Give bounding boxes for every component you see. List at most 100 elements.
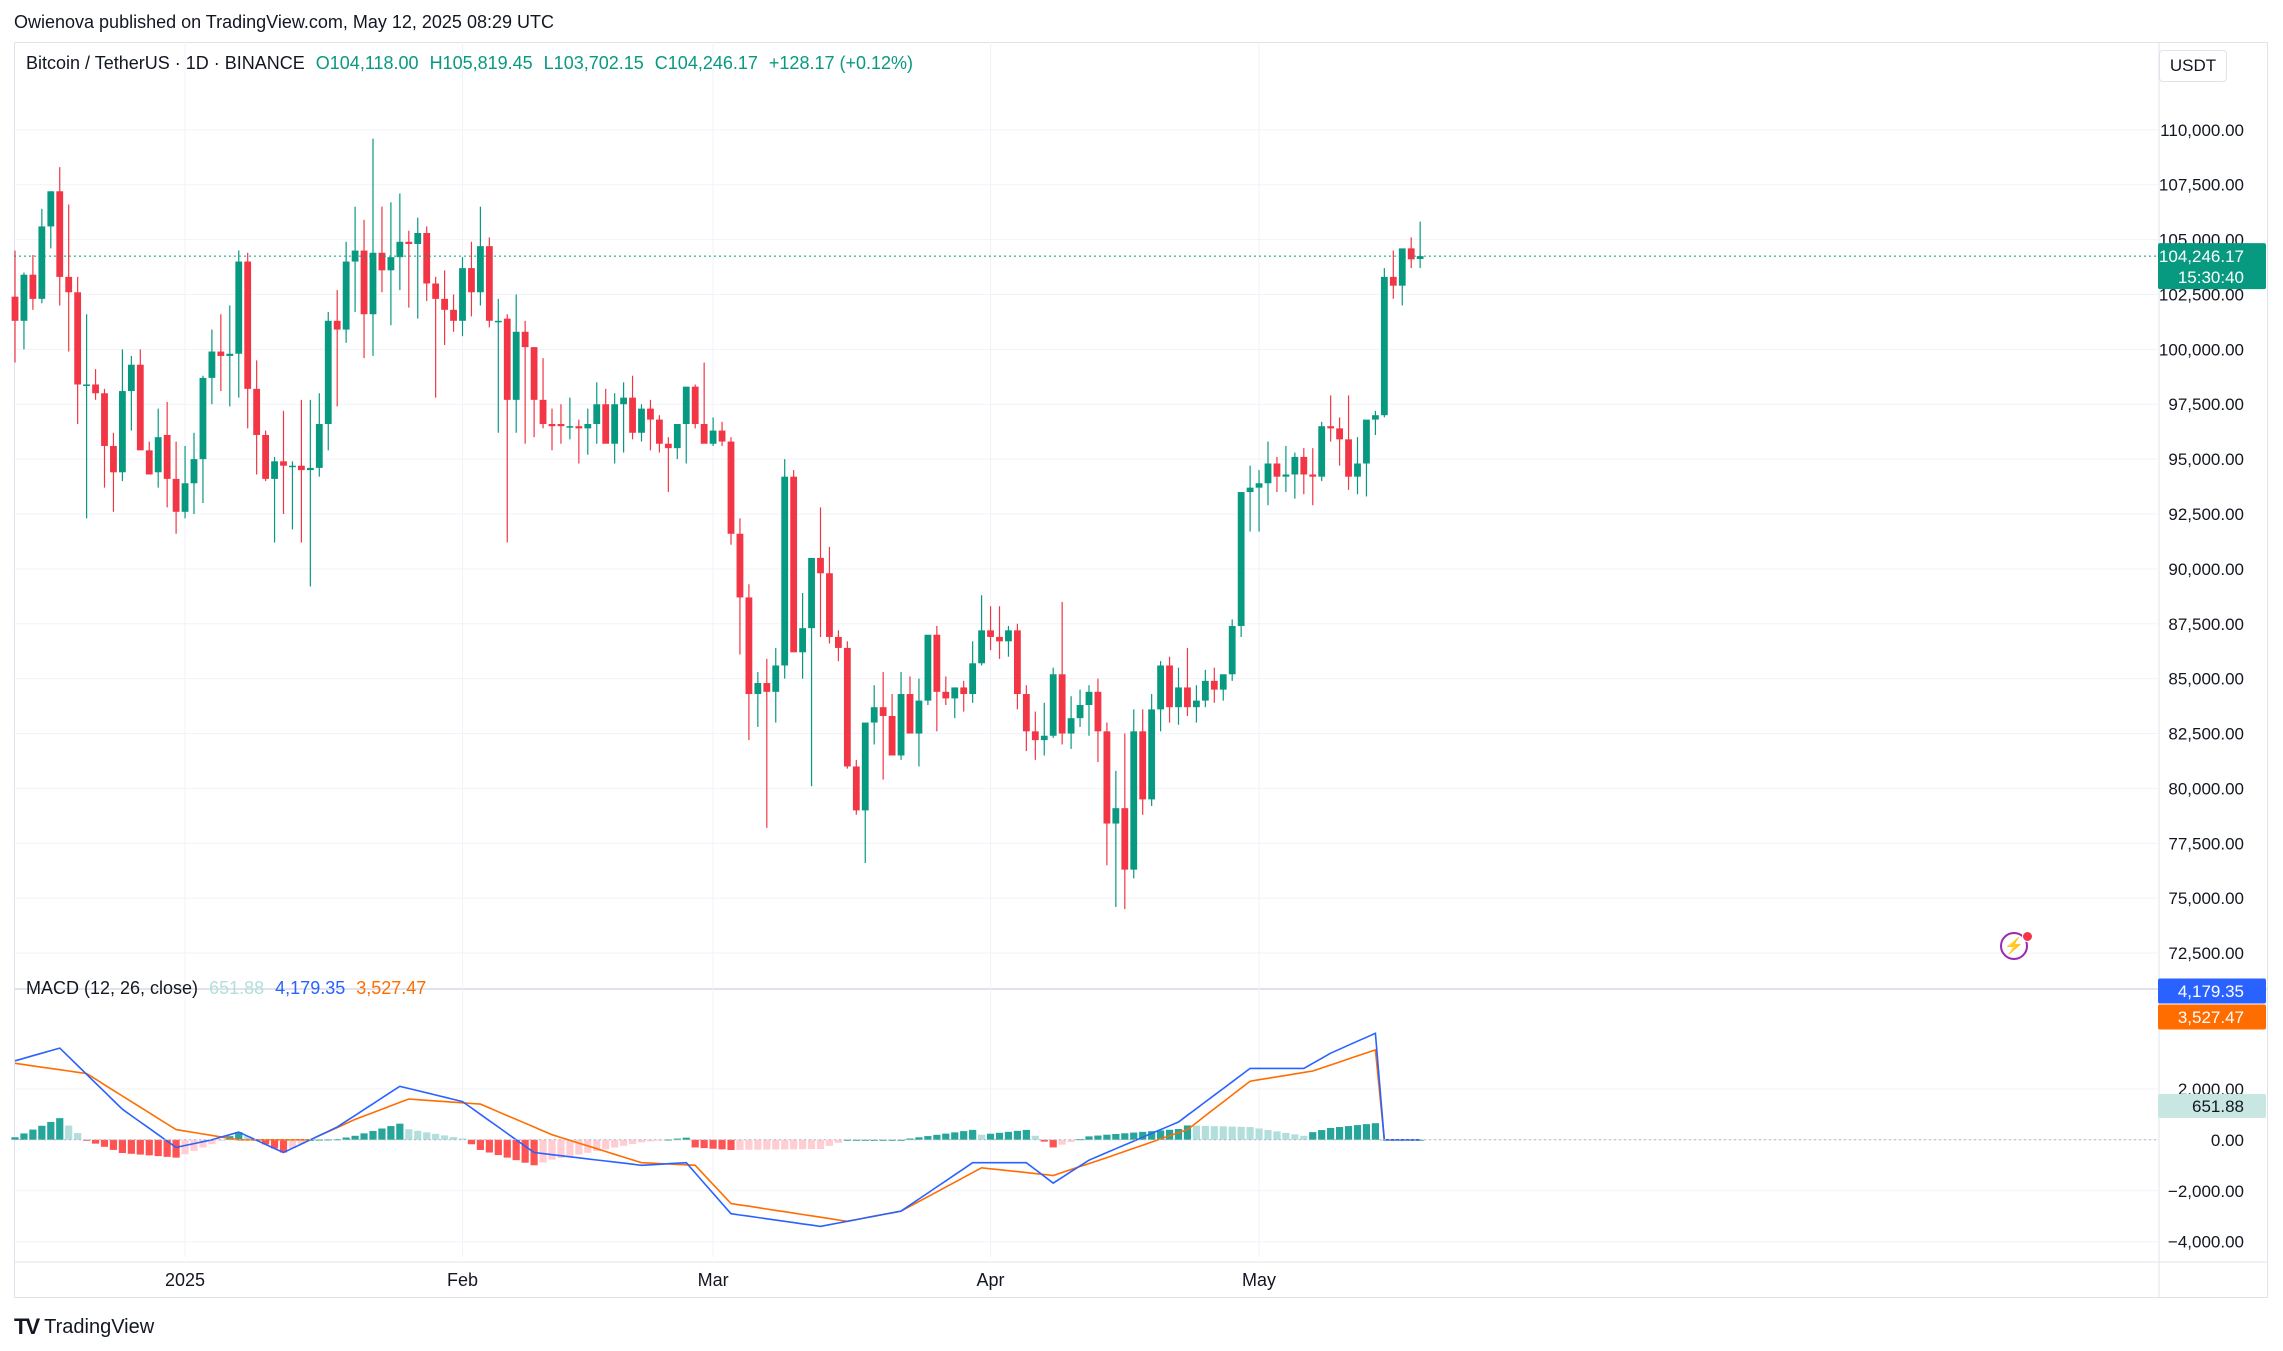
price-tick-label: 110,000.00 — [2160, 121, 2244, 140]
macd-hist-bar — [288, 1139, 297, 1149]
macd-hist-bar — [1344, 1126, 1353, 1140]
candle-body — [1148, 709, 1156, 800]
macd-hist-bar — [512, 1139, 520, 1161]
candle-body — [369, 252, 377, 315]
macd-lines — [14, 1032, 1421, 1228]
macd-hist-bar — [691, 1139, 699, 1148]
macd-hist-bar — [172, 1139, 180, 1158]
candle-body — [1157, 665, 1164, 710]
candle-body — [1201, 680, 1209, 701]
macd-histogram — [11, 1118, 1424, 1166]
candle-body — [1372, 415, 1379, 420]
candle-body — [682, 386, 690, 424]
macd-hist-bar — [1031, 1135, 1039, 1140]
price-tick-label: 82,500.00 — [2168, 725, 2244, 744]
candle-body — [423, 232, 431, 284]
candle-body — [817, 557, 824, 574]
candle-body — [933, 634, 941, 692]
candle-body — [843, 647, 851, 767]
macd-hist-bar — [1336, 1127, 1344, 1140]
macd-hist-bar — [1103, 1134, 1111, 1140]
candle-body — [1363, 419, 1370, 464]
time-tick-label: May — [1242, 1270, 1276, 1290]
macd-hist-bar — [1362, 1124, 1371, 1140]
macd-hist-bar — [637, 1139, 646, 1143]
candle-body — [521, 331, 529, 348]
macd-hist-bar — [825, 1139, 834, 1146]
macd-hist-bar — [521, 1139, 529, 1163]
macd-hist-bar — [467, 1139, 476, 1145]
macd-hist-bar — [163, 1139, 171, 1157]
macd-hist-bar — [790, 1139, 798, 1150]
candle-body — [969, 663, 977, 695]
tradingview-logo-icon: TV — [14, 1314, 40, 1339]
candle-body — [1300, 456, 1308, 475]
low-value: L103,702.15 — [543, 53, 644, 73]
macd-title[interactable]: MACD (12, 26, close) — [26, 978, 199, 998]
macd-hist-bar — [1219, 1126, 1227, 1140]
macd-hist-bar — [745, 1139, 753, 1150]
macd-hist-bar — [297, 1139, 305, 1145]
time-tick-label: 2025 — [165, 1270, 205, 1290]
macd-tick-label: −2,000.00 — [2168, 1182, 2244, 1201]
candle-body — [494, 320, 502, 323]
macd-hist-bar — [1353, 1125, 1362, 1140]
macd-hist-bar — [485, 1139, 493, 1153]
macd-hist-bar — [279, 1139, 288, 1153]
macd-hist-bar — [906, 1138, 914, 1140]
candle-body — [289, 465, 296, 468]
macd-hist-bar — [700, 1139, 708, 1149]
candle-body — [1398, 248, 1406, 286]
price-tick-label: 102,500.00 — [2159, 285, 2244, 304]
macd-hist-bar — [1192, 1125, 1200, 1140]
macd-hist-bar — [807, 1139, 816, 1150]
candle-body — [333, 320, 341, 330]
candle-body — [396, 241, 404, 258]
currency-selector[interactable]: USDT — [2159, 50, 2227, 82]
brand[interactable]: TV TradingView — [14, 1314, 154, 1340]
candle-body — [906, 694, 914, 734]
macd-hist-bar — [333, 1139, 341, 1141]
symbol-title[interactable]: Bitcoin / TetherUS · 1D · BINANCE — [26, 53, 305, 73]
price-tick-label: 77,500.00 — [2168, 834, 2244, 853]
candle-body — [709, 430, 717, 444]
macd-hist-bar — [1157, 1130, 1165, 1140]
candle-body — [942, 691, 950, 699]
macd-hist-bar — [387, 1126, 395, 1140]
candle-body — [1273, 463, 1281, 477]
macd-hist-bar — [324, 1139, 332, 1141]
candle-body — [700, 423, 708, 444]
macd-hist-bar — [566, 1139, 574, 1157]
macd-value-tag-bg — [2158, 978, 2266, 1004]
candle-body — [727, 441, 735, 534]
candle-body — [468, 268, 475, 293]
macd-hist-bar — [1013, 1130, 1021, 1140]
macd-hist-bar — [262, 1139, 270, 1145]
macd-hist-bar — [682, 1137, 690, 1140]
macd-hist-bar — [548, 1139, 556, 1160]
candle-body — [870, 707, 878, 723]
macd-hist-bar — [136, 1139, 144, 1155]
macd-hist-bar — [1165, 1129, 1174, 1140]
macd-hist-bar — [65, 1125, 73, 1140]
candle-body — [20, 274, 28, 321]
macd-hist-bar — [118, 1139, 126, 1154]
candle-body — [745, 597, 753, 695]
candle-body — [38, 226, 46, 299]
candle-body — [987, 630, 994, 637]
macd-hist-bar — [405, 1129, 413, 1140]
macd-hist-bar — [1022, 1129, 1030, 1140]
candle-body — [656, 419, 663, 444]
flash-icon[interactable]: ⚡ — [2000, 932, 2028, 960]
candle-body — [888, 715, 896, 756]
macd-hist-bar — [199, 1139, 207, 1148]
candle-body — [575, 426, 583, 429]
candle-body — [1282, 474, 1290, 477]
macd-hist-bar — [74, 1133, 82, 1140]
macd-hist-bar — [127, 1139, 135, 1154]
macd-hist-bar — [235, 1132, 243, 1140]
macd-hist-bar — [1228, 1126, 1236, 1140]
macd-hist-bar — [834, 1139, 842, 1143]
macd-hist-bar — [1139, 1131, 1147, 1140]
